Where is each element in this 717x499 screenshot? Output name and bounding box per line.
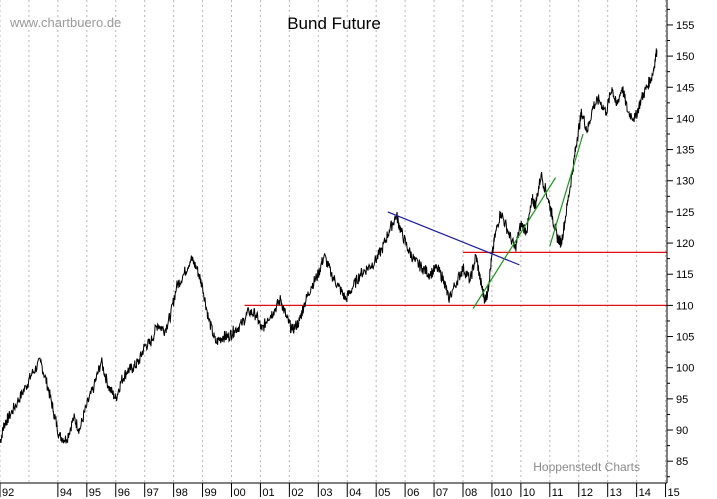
- x-tick-label: 02: [291, 487, 303, 499]
- x-tick-label: 04: [349, 487, 361, 499]
- x-tick-label: 07: [436, 487, 448, 499]
- y-tick-label: 155: [676, 20, 694, 32]
- x-tick-label: 94: [60, 487, 72, 499]
- x-tick-label: 12: [581, 487, 593, 499]
- price-line: [0, 48, 658, 444]
- trend-lines: [387, 133, 584, 309]
- x-tick-label: 05: [378, 487, 390, 499]
- x-tick-label: 06: [407, 487, 419, 499]
- x-axis: 92 94 95 96 97 98 99 00 01 02 03 04 05 06 07 08 010 10 11 1…: [0, 482, 680, 499]
- x-tick-label: 010: [494, 487, 512, 499]
- x-tick-label: 13: [610, 487, 622, 499]
- x-tick-label: 03: [320, 487, 332, 499]
- y-tick-label: 135: [676, 145, 694, 157]
- x-tick-label: 15: [668, 487, 680, 499]
- chart-credit: Hoppenstedt Charts: [533, 460, 640, 474]
- y-tick-label: 115: [676, 269, 694, 281]
- trend-line: [549, 133, 584, 247]
- watermark: www.chartbuero.de: [9, 15, 121, 30]
- trend-line: [472, 177, 557, 309]
- x-tick-label: 96: [118, 487, 130, 499]
- y-tick-label: 130: [676, 176, 694, 188]
- y-axis: 85 90 95 100 105 110 115 120 125 130 135 140 145 150 1…: [666, 0, 694, 483]
- y-tick-label: 140: [676, 113, 694, 125]
- x-tick-label: 95: [89, 487, 101, 499]
- y-tick-label: 110: [676, 300, 694, 312]
- x-tick-label: 01: [262, 487, 274, 499]
- y-tick-label: 100: [676, 363, 694, 375]
- y-tick-label: 150: [676, 51, 694, 63]
- x-tick-label: 97: [147, 487, 159, 499]
- x-tick-label: 99: [205, 487, 217, 499]
- x-tick-label: 92: [2, 487, 14, 499]
- y-tick-label: 85: [676, 456, 688, 468]
- chart-title: Bund Future: [287, 14, 381, 33]
- x-tick-label: 08: [465, 487, 477, 499]
- y-tick-label: 125: [676, 207, 694, 219]
- y-tick-label: 145: [676, 82, 694, 94]
- y-tick-label: 105: [676, 332, 694, 344]
- price-series: [0, 48, 658, 444]
- x-tick-label: 10: [523, 487, 535, 499]
- x-tick-label: 14: [639, 487, 651, 499]
- y-tick-label: 95: [676, 394, 688, 406]
- x-tick-label: 00: [233, 487, 245, 499]
- y-tick-label: 120: [676, 238, 694, 250]
- x-tick-label: 98: [176, 487, 188, 499]
- y-tick-label: 90: [676, 425, 688, 437]
- support-resistance-lines: [244, 251, 667, 306]
- year-grid: [0, 0, 667, 483]
- trend-line: [387, 211, 520, 266]
- x-tick-label: 11: [552, 487, 563, 499]
